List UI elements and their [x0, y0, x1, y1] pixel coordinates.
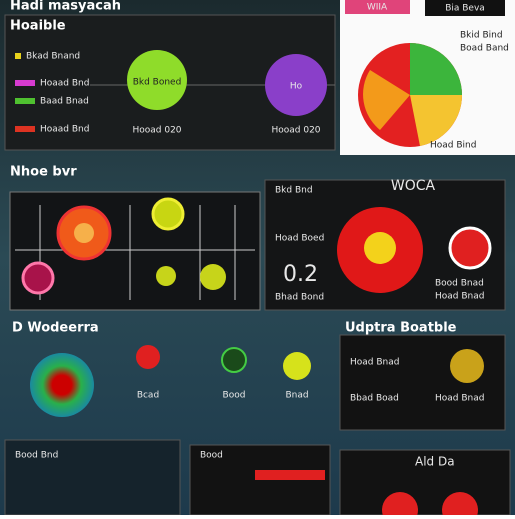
yellow-core — [364, 232, 396, 264]
list-item: Bbad Boad — [350, 394, 399, 404]
pie-slice — [410, 95, 462, 146]
tag — [345, 0, 410, 14]
donut — [30, 353, 94, 417]
swatch — [15, 80, 35, 86]
circle — [283, 352, 311, 380]
legend: Baad Bnad — [40, 97, 89, 107]
section-title: D Wodeerra — [12, 321, 99, 336]
note: Hoad Bind — [430, 141, 476, 151]
list-item: Bhad Bond — [275, 293, 324, 303]
panel — [339, 449, 511, 516]
note: Bkid Bind — [460, 31, 503, 41]
purple-circle — [265, 54, 327, 116]
label: Bood — [223, 391, 246, 401]
label: Bnad — [285, 391, 308, 401]
title: Hadi masyacah — [10, 0, 121, 14]
row-title: Bood Bnd — [15, 451, 58, 461]
badge-text: Bia Beva — [445, 4, 485, 14]
panel-title: WOCA — [391, 178, 436, 194]
section-title: Udptra Boatble — [345, 321, 457, 336]
list-item: Bkd Bnd — [275, 186, 313, 196]
swatch — [15, 126, 35, 132]
legend: Bkad Bnand — [26, 52, 80, 62]
badge — [425, 0, 505, 16]
section-title: Nhoe bvr — [10, 165, 77, 180]
caption: Hooad 020 — [132, 126, 181, 136]
gauge-core — [74, 223, 94, 243]
circle — [450, 349, 484, 383]
swatch — [15, 53, 21, 59]
legend: Hoaad Bnd — [40, 79, 89, 89]
row-title: Bood — [200, 451, 223, 461]
gauge — [156, 266, 176, 286]
pie-slice — [363, 70, 410, 130]
circle — [442, 492, 478, 519]
circle — [136, 345, 160, 369]
legend: Hoaad Bnd — [40, 125, 89, 135]
label: Ho — [290, 82, 303, 92]
pie-slice — [410, 43, 462, 95]
side-text: Hoad Bnad — [435, 292, 484, 302]
big-value: 0.2 — [283, 262, 318, 287]
circle — [221, 347, 247, 373]
list-item: Hoad Bnad — [350, 358, 399, 368]
circle — [382, 492, 418, 519]
list-item: Hoad Boed — [275, 234, 324, 244]
bar — [255, 470, 325, 480]
panel — [4, 439, 181, 516]
swatch — [15, 98, 35, 104]
tag-text: WIIA — [367, 3, 388, 13]
list-item: Hoad Bnad — [435, 394, 484, 404]
note: Boad Band — [460, 44, 509, 54]
green-circle — [127, 50, 187, 110]
panel — [9, 191, 261, 311]
row-title: Ald Da — [415, 455, 455, 469]
side-text: Bood Bnad — [435, 279, 484, 289]
caption: Hooad 020 — [271, 126, 320, 136]
label: Bcad — [137, 391, 159, 401]
small-circle — [448, 226, 492, 270]
label: Bkd Boned — [133, 78, 182, 88]
subtitle: Hoaible — [10, 19, 66, 34]
panel — [339, 334, 506, 431]
gauge — [200, 264, 226, 290]
gauge — [151, 197, 185, 231]
gauge — [21, 261, 55, 295]
